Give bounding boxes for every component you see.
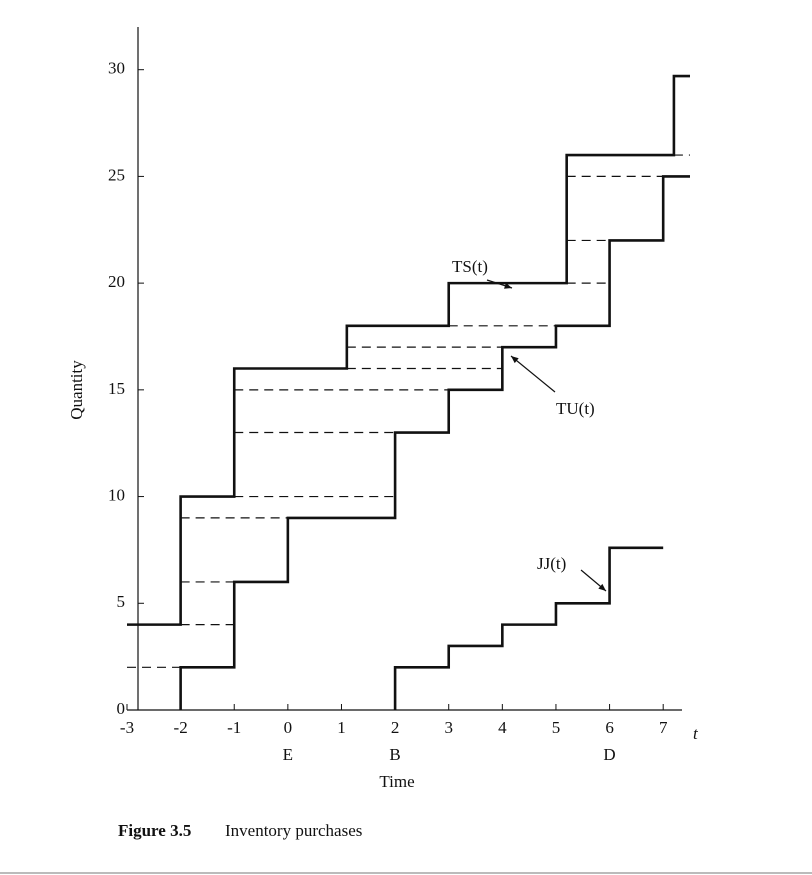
arrow-head — [511, 356, 519, 364]
x-tick-label: -3 — [120, 718, 134, 737]
series-label: TS(t) — [452, 257, 488, 276]
x-tick-label: 3 — [444, 718, 453, 737]
y-tick-label: 15 — [108, 379, 125, 398]
x-tick-label: 2 — [391, 718, 400, 737]
caption-number: Figure 3.5 — [118, 821, 191, 840]
y-tick-label: 5 — [117, 592, 126, 611]
step-line — [179, 175, 690, 710]
series-label: TU(t) — [556, 399, 595, 418]
x-axis-label: Time — [379, 772, 414, 791]
x-tick-label: -2 — [174, 718, 188, 737]
y-tick-label: 25 — [108, 165, 125, 184]
x-annotation: D — [603, 745, 615, 764]
caption-text: Inventory purchases — [225, 821, 362, 840]
step-line — [127, 74, 690, 626]
arrow-head — [598, 583, 606, 591]
arrow-head — [504, 282, 512, 289]
x-annotation: E — [283, 745, 293, 764]
y-tick-label: 20 — [108, 272, 125, 291]
series-label: JJ(t) — [537, 554, 566, 573]
x-tick-label: 0 — [284, 718, 293, 737]
x-annotation: B — [389, 745, 400, 764]
x-tick-label: 5 — [552, 718, 561, 737]
y-tick-label: 30 — [108, 59, 125, 78]
y-axis-label: Quantity — [67, 360, 86, 420]
label-arrow — [510, 355, 556, 393]
x-tick-label: 6 — [605, 718, 614, 737]
x-tick-label: 7 — [659, 718, 668, 737]
x-axis-symbol: t — [693, 724, 699, 743]
y-tick-label: 0 — [117, 699, 126, 718]
x-tick-label: 1 — [337, 718, 346, 737]
x-tick-label: 4 — [498, 718, 507, 737]
step-line — [393, 546, 664, 710]
x-tick-label: -1 — [227, 718, 241, 737]
y-tick-label: 10 — [108, 485, 125, 504]
